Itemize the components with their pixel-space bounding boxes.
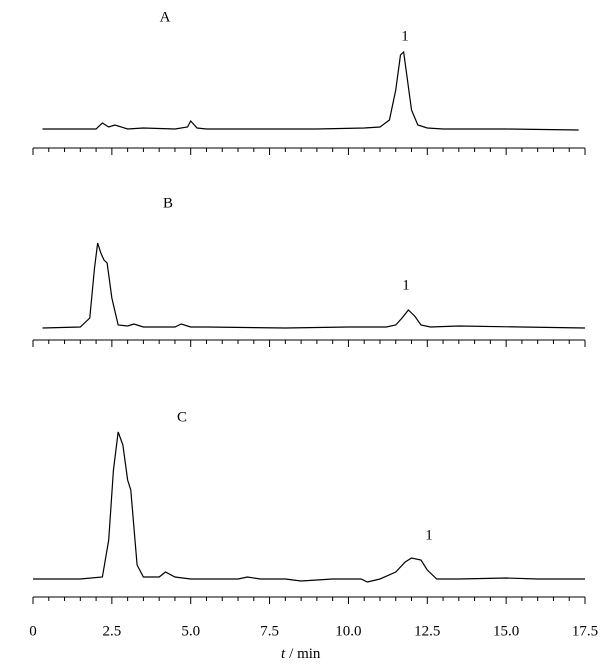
x-tick-label: 2.5	[102, 623, 121, 639]
x-tick-label: 15.0	[493, 623, 519, 639]
x-axis-label: t / min	[281, 646, 321, 662]
x-axis-label-var: t	[281, 646, 286, 662]
x-tick-label: 0	[29, 623, 37, 639]
trace	[42, 242, 586, 329]
peak-label: 1	[402, 277, 410, 293]
trace	[33, 431, 585, 583]
x-tick-label: 12.5	[414, 623, 440, 639]
x-tick-label: 7.5	[260, 623, 279, 639]
x-tick-label: 10.0	[335, 623, 361, 639]
panel-label: B	[163, 195, 173, 211]
x-tick-label: 17.5	[572, 623, 598, 639]
x-axis-label-unit: / min	[289, 646, 321, 662]
peak-label: 1	[401, 28, 409, 44]
panel-label: C	[177, 409, 187, 425]
panel-label: A	[160, 9, 171, 25]
trace	[42, 50, 579, 131]
peak-label: 1	[425, 527, 433, 543]
x-tick-label: 5.0	[181, 623, 200, 639]
